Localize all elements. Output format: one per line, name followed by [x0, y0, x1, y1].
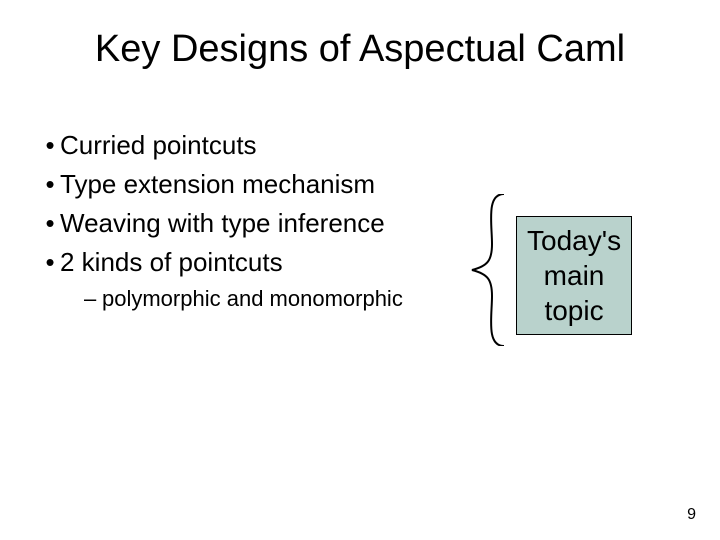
bullet-dot-icon: • [40, 130, 60, 161]
bullet-list: • Curried pointcuts • Type extension mec… [40, 128, 460, 312]
bullet-text: Weaving with type inference [60, 206, 385, 241]
bullet-item: • Curried pointcuts [40, 128, 460, 163]
brace-icon [470, 194, 504, 346]
sub-bullet-item: – polymorphic and monomorphic [84, 286, 460, 312]
slide: Key Designs of Aspectual Caml • Curried … [0, 0, 720, 540]
callout-line: main [527, 258, 621, 293]
callout-line: topic [527, 293, 621, 328]
bullet-dot-icon: • [40, 208, 60, 239]
bullet-text: 2 kinds of pointcuts [60, 245, 283, 280]
callout-line: Today's [527, 223, 621, 258]
page-number: 9 [687, 506, 696, 524]
bullet-dot-icon: • [40, 169, 60, 200]
bullet-item: • 2 kinds of pointcuts [40, 245, 460, 280]
sub-bullet-text: polymorphic and monomorphic [102, 286, 403, 312]
bullet-text: Curried pointcuts [60, 128, 257, 163]
slide-title: Key Designs of Aspectual Caml [0, 28, 720, 71]
bullet-text: Type extension mechanism [60, 167, 375, 202]
bullet-item: • Type extension mechanism [40, 167, 460, 202]
callout-box: Today's main topic [516, 216, 632, 335]
bullet-dot-icon: • [40, 247, 60, 278]
dash-icon: – [84, 286, 102, 312]
bullet-item: • Weaving with type inference [40, 206, 460, 241]
